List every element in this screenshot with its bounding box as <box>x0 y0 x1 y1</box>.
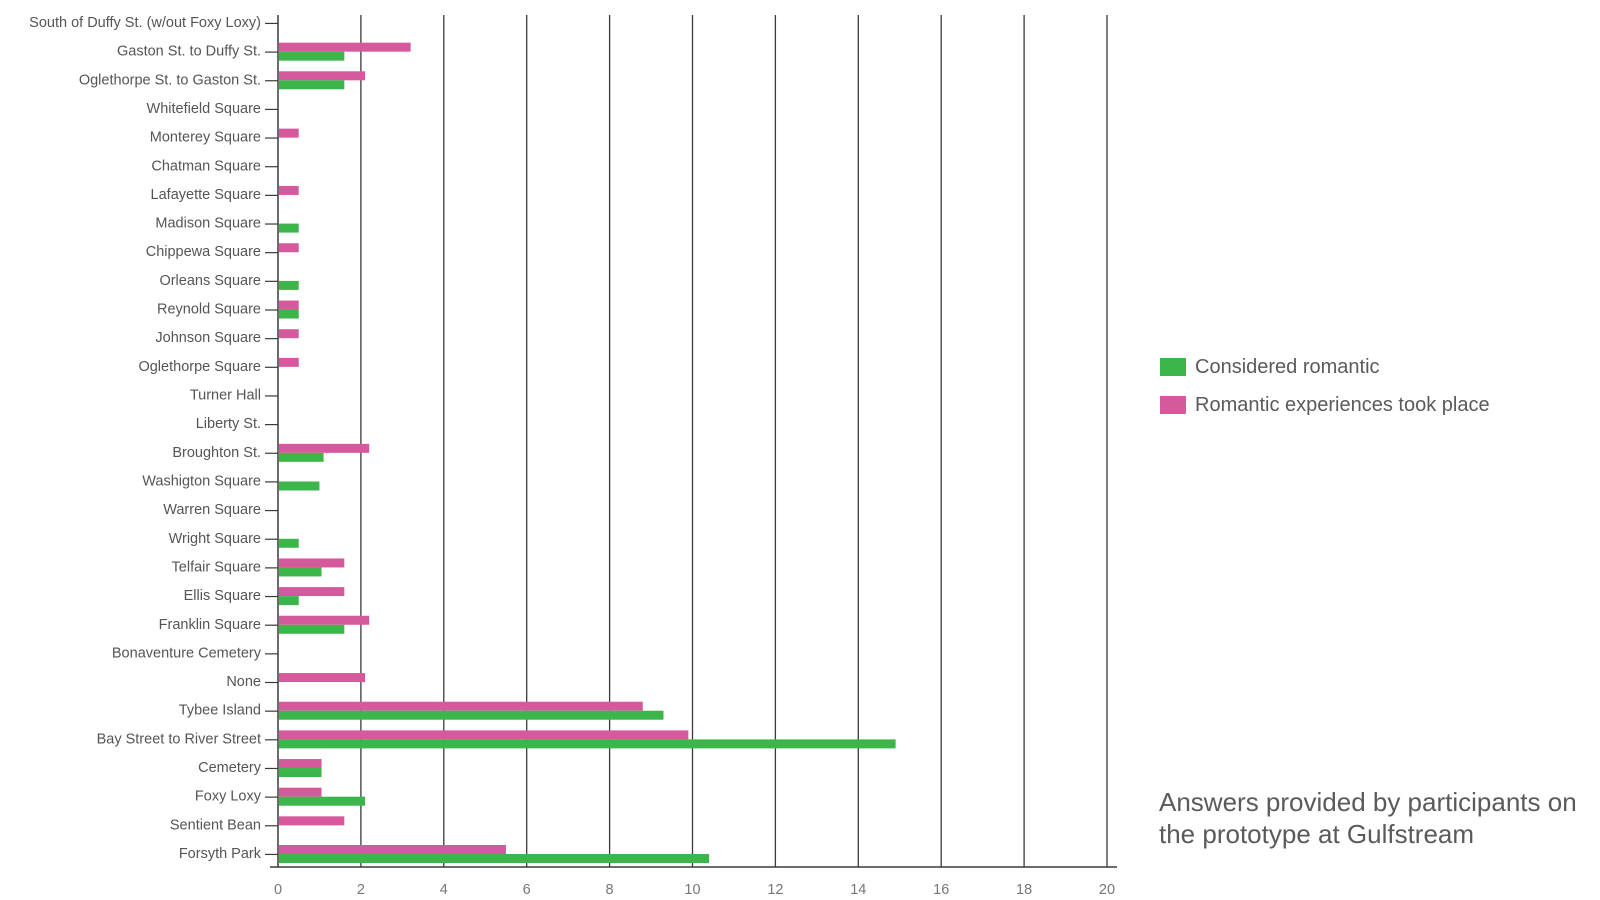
category-label: Broughton St. <box>172 445 261 461</box>
category-label: Bay Street to River Street <box>97 731 261 747</box>
category-label: South of Duffy St. (w/out Foxy Loxy) <box>29 15 261 31</box>
category-label: Wright Square <box>169 531 261 547</box>
bar-considered-romantic <box>279 854 710 863</box>
category-label: Oglethorpe Square <box>138 359 261 375</box>
legend-item-considered-romantic: Considered romantic <box>1160 348 1490 386</box>
bar-romantic-experiences <box>279 443 370 453</box>
bars <box>279 42 896 863</box>
x-tick-label: 10 <box>684 882 700 898</box>
category-label: Tybee Island <box>179 703 261 719</box>
category-label: Telfair Square <box>172 559 261 575</box>
bar-romantic-experiences <box>279 673 366 683</box>
x-tick-label: 16 <box>933 882 949 898</box>
category-label: Chatman Square <box>151 158 261 174</box>
bar-considered-romantic <box>279 596 299 606</box>
legend-swatch-considered-romantic <box>1160 358 1186 376</box>
legend: Considered romantic Romantic experiences… <box>1160 348 1490 424</box>
legend-label: Considered romantic <box>1195 355 1380 378</box>
legend-swatch-romantic-experiences <box>1160 396 1186 414</box>
bar-romantic-experiences <box>279 816 345 826</box>
bar-considered-romantic <box>279 452 324 462</box>
chart-caption: Answers provided by participants on the … <box>1159 787 1577 849</box>
x-tick-label: 6 <box>523 882 531 898</box>
bar-romantic-experiences <box>279 42 411 52</box>
bar-romantic-experiences <box>279 587 345 597</box>
bar-romantic-experiences <box>279 615 370 625</box>
x-tick-label: 8 <box>606 882 614 898</box>
category-label: None <box>226 674 261 690</box>
bar-romantic-experiences <box>279 701 643 711</box>
bar-romantic-experiences <box>279 128 299 138</box>
x-tick-label: 0 <box>274 882 282 898</box>
category-label: Reynold Square <box>157 302 261 318</box>
bar-romantic-experiences <box>279 759 322 769</box>
bar-romantic-experiences <box>279 300 299 310</box>
x-tick-label: 20 <box>1099 882 1115 898</box>
bar-romantic-experiences <box>279 329 299 339</box>
category-label: Washigton Square <box>142 473 261 489</box>
bar-romantic-experiences <box>279 558 345 568</box>
category-label: Monterey Square <box>150 130 261 146</box>
category-label: Forsyth Park <box>179 846 262 862</box>
bar-considered-romantic <box>279 481 320 491</box>
x-tick-labels: 0 2 4 6 8 10 12 14 16 18 20 <box>274 882 1115 898</box>
bar-romantic-experiences <box>279 845 506 854</box>
category-label: Gaston St. to Duffy St. <box>117 44 261 60</box>
category-label: Oglethorpe St. to Gaston St. <box>79 72 261 88</box>
category-label: Whitefield Square <box>147 101 261 117</box>
category-label: Liberty St. <box>196 416 261 432</box>
bar-romantic-experiences <box>279 787 322 797</box>
bar-considered-romantic <box>279 51 345 61</box>
bar-romantic-experiences <box>279 730 689 740</box>
category-label: Lafayette Square <box>151 187 261 203</box>
category-label: Chippewa Square <box>146 244 261 260</box>
bar-considered-romantic <box>279 309 299 319</box>
category-label: Cemetery <box>198 760 262 776</box>
category-label: Bonaventure Cemetery <box>112 645 262 661</box>
bar-romantic-experiences <box>279 185 299 195</box>
category-label: Sentient Bean <box>170 817 261 833</box>
category-label: Ellis Square <box>184 588 261 604</box>
bar-considered-romantic <box>279 768 322 778</box>
bar-romantic-experiences <box>279 243 299 253</box>
bar-considered-romantic <box>279 796 366 806</box>
bar-considered-romantic <box>279 280 299 290</box>
legend-label: Romantic experiences took place <box>1195 393 1490 416</box>
category-label: Franklin Square <box>159 617 261 633</box>
bar-considered-romantic <box>279 624 345 634</box>
category-label: Turner Hall <box>190 388 261 404</box>
x-tick-label: 12 <box>767 882 783 898</box>
x-tick-label: 14 <box>850 882 866 898</box>
bar-romantic-experiences <box>279 71 366 81</box>
legend-item-romantic-experiences: Romantic experiences took place <box>1160 386 1490 424</box>
bar-considered-romantic <box>279 223 299 233</box>
x-tick-label: 4 <box>440 882 448 898</box>
bar-considered-romantic <box>279 739 896 749</box>
category-label: Warren Square <box>163 502 261 518</box>
category-label: Orleans Square <box>159 273 261 289</box>
bar-considered-romantic <box>279 710 664 720</box>
axes <box>265 15 1117 868</box>
category-label: Madison Square <box>155 216 261 232</box>
bar-considered-romantic <box>279 538 299 548</box>
x-tick-label: 18 <box>1016 882 1032 898</box>
category-labels: South of Duffy St. (w/out Foxy Loxy) Gast… <box>29 15 262 862</box>
category-label: Johnson Square <box>155 330 261 346</box>
bar-considered-romantic <box>279 567 322 577</box>
bar-considered-romantic <box>279 80 345 90</box>
bar-romantic-experiences <box>279 357 299 367</box>
grid-lines <box>360 15 1108 867</box>
category-label: Foxy Loxy <box>195 789 262 805</box>
x-tick-label: 2 <box>357 882 365 898</box>
